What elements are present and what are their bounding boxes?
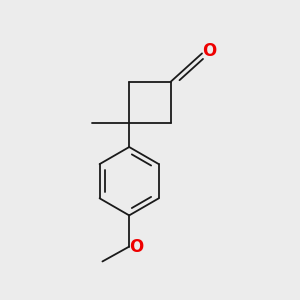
Text: O: O — [202, 42, 217, 60]
Text: O: O — [130, 238, 144, 256]
